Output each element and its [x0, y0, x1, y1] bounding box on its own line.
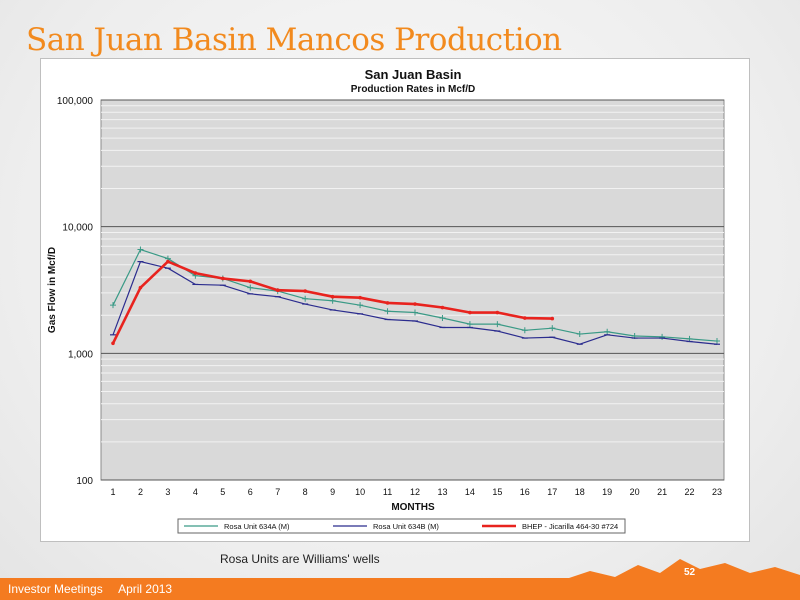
x-tick-label: 3 — [165, 487, 170, 497]
series-3-point — [523, 316, 527, 320]
legend-label-1: Rosa Unit 634A (M) — [224, 522, 290, 531]
y-tick-label: 10,000 — [62, 223, 93, 234]
series-1-point — [466, 321, 473, 328]
series-1-point — [357, 302, 364, 309]
series-3-point — [275, 288, 280, 293]
slide-title: San Juan Basin Mancos Production — [26, 22, 562, 58]
series-3-point — [111, 341, 115, 346]
x-tick-label: 22 — [685, 487, 695, 497]
x-tick-label: 4 — [193, 487, 198, 497]
legend-label-3: BHEP - Jicarilla 464-30 #724 — [522, 522, 618, 531]
footer-text: Investor Meetings April 2013 — [8, 582, 172, 596]
chart-caption: Rosa Units are Williams' wells — [220, 552, 380, 566]
y-tick-label: 100,000 — [57, 96, 94, 107]
series-3-point — [330, 294, 335, 299]
x-tick-label: 14 — [465, 487, 475, 497]
series-1-point — [521, 327, 528, 334]
series-1-point — [604, 328, 611, 335]
series-1-point — [384, 308, 391, 315]
series-3-point — [166, 259, 170, 264]
legend-box — [177, 518, 626, 534]
series-1-point — [412, 309, 418, 316]
series-1-point — [494, 321, 501, 328]
series-1-point — [247, 284, 254, 291]
y-tick-label: 1,000 — [68, 349, 93, 360]
x-tick-label: 13 — [437, 487, 447, 497]
series-1-point — [576, 331, 583, 338]
footer-bar — [0, 578, 800, 600]
x-tick-label: 20 — [630, 487, 640, 497]
series-1-point — [137, 246, 144, 253]
plot-area — [100, 99, 725, 481]
series-1-point — [110, 302, 116, 309]
x-tick-label: 12 — [410, 487, 420, 497]
series-3-point — [193, 271, 198, 275]
x-tick-label: 18 — [575, 487, 585, 497]
series-3-point — [495, 310, 500, 315]
x-tick-label: 1 — [110, 487, 115, 497]
series-1-point — [329, 297, 336, 304]
x-tick-label: 6 — [248, 487, 253, 497]
series-3-point — [550, 316, 555, 321]
chart-title: San Juan Basin — [365, 67, 462, 82]
series-3-point — [413, 302, 417, 306]
x-tick-label: 16 — [520, 487, 530, 497]
x-tick-label: 8 — [303, 487, 308, 497]
x-tick-label: 9 — [330, 487, 335, 497]
legend-label-2: Rosa Unit 634B (M) — [373, 522, 439, 531]
x-tick-label: 7 — [275, 487, 280, 497]
series-3-point — [468, 310, 472, 315]
page-number: 52 — [684, 567, 696, 578]
y-axis-label: Gas Flow in Mcf/D — [47, 247, 58, 333]
x-tick-label: 11 — [383, 487, 392, 497]
series-3-point — [303, 289, 307, 293]
series-1-point — [714, 338, 720, 345]
y-tick-label: 100 — [76, 476, 93, 487]
x-tick-label: 10 — [355, 487, 365, 497]
footer-date-label: April 2013 — [118, 582, 173, 596]
x-tick-label: 17 — [547, 487, 557, 497]
series-3-point — [248, 279, 253, 284]
series-1-point — [439, 315, 446, 322]
x-tick-label: 5 — [220, 487, 225, 497]
series-1-point — [659, 333, 666, 340]
x-tick-label: 15 — [492, 487, 502, 497]
series-3-point — [358, 295, 362, 300]
series-1-point — [549, 325, 556, 332]
chart-frame: 100 1,000 10,000 100,000 1 2 3 4 5 6 7 8 9 10 11 12 13 14… — [40, 58, 750, 542]
footer-event-label: Investor Meetings — [8, 582, 103, 596]
series-3-point — [440, 305, 445, 310]
series-1-point — [302, 295, 309, 302]
x-tick-label: 2 — [138, 487, 143, 497]
chart-subtitle: Production Rates in Mcf/D — [351, 84, 475, 95]
series-3-point — [138, 285, 143, 290]
x-axis-label: MONTHS — [391, 502, 435, 513]
x-tick-label: 19 — [602, 487, 612, 497]
x-tick-label: 21 — [657, 487, 667, 497]
series-3-point — [385, 301, 390, 305]
series-3-point — [221, 276, 225, 281]
x-tick-label: 23 — [712, 487, 722, 497]
